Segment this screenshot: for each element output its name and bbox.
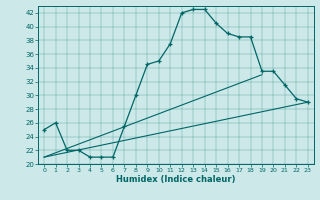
X-axis label: Humidex (Indice chaleur): Humidex (Indice chaleur) bbox=[116, 175, 236, 184]
